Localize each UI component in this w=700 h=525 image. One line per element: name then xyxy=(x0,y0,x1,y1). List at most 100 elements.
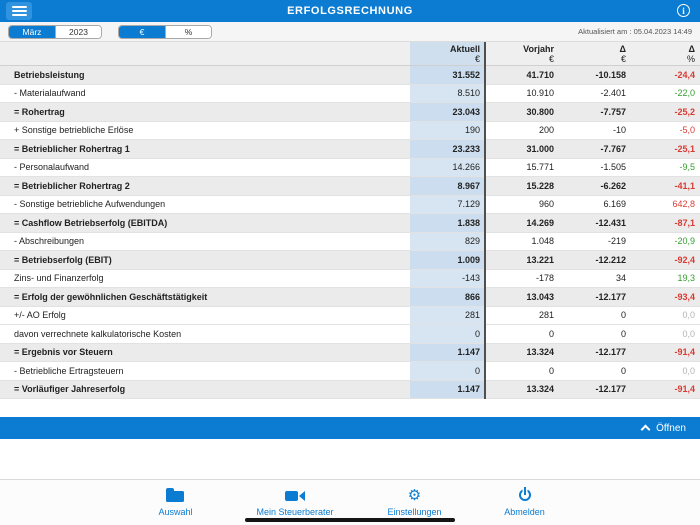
table-row: - Abschreibungen 829 1.048 -219 -20,9 xyxy=(0,232,700,251)
header-aktuell-title: Aktuell xyxy=(449,43,480,54)
tab-auswahl-label: Auswahl xyxy=(158,507,193,517)
year-segment[interactable]: 2023 xyxy=(55,25,101,38)
cell-delta: -7.757 xyxy=(600,106,626,117)
cell-delta: -12.177 xyxy=(595,384,626,395)
cell-vorjahr: 14.269 xyxy=(526,217,554,228)
cell-delta: -6.262 xyxy=(600,180,626,191)
cell-aktuell: 829 xyxy=(410,232,486,250)
table-row: davon verrechnete kalkulatorische Kosten… xyxy=(0,325,700,344)
header-vorjahr-unit: € xyxy=(548,53,554,64)
row-label: Betriebsleistung xyxy=(14,69,85,80)
table-row: = Ergebnis vor Steuern 1.147 13.324 -12.177… xyxy=(0,343,700,362)
header-delta-percent: Δ % xyxy=(632,42,700,65)
cell-delta-pct: -25,2 xyxy=(674,106,695,117)
page-title: ERFOLGSRECHNUNG xyxy=(287,5,413,17)
header-vorjahr: Vorjahr € xyxy=(486,42,560,65)
cell-aktuell: 8.510 xyxy=(410,84,486,102)
oeffnen-expander-bar[interactable]: Öffnen xyxy=(0,417,700,439)
row-label: - Materialaufwand xyxy=(14,88,86,99)
cell-vorjahr: 30.800 xyxy=(526,106,554,117)
row-label: - Personalaufwand xyxy=(14,162,90,173)
euro-segment[interactable]: € xyxy=(119,25,165,38)
row-label: - Sonstige betriebliche Aufwendungen xyxy=(14,199,166,210)
cell-vorjahr: 13.324 xyxy=(526,384,554,395)
tab-einstellungen[interactable]: ⚙ Einstellungen xyxy=(386,487,444,518)
cell-vorjahr: -178 xyxy=(535,273,554,284)
row-label: davon verrechnete kalkulatorische Kosten xyxy=(14,328,182,339)
table-row: - Sonstige betriebliche Aufwendungen 7.12… xyxy=(0,195,700,214)
cell-aktuell: 1.838 xyxy=(410,214,486,232)
bottom-tab-bar: Auswahl Mein Steuerberater ⚙ Einstellung… xyxy=(0,479,700,525)
cell-delta-pct: -87,1 xyxy=(674,217,695,228)
header-delta-euro-unit: € xyxy=(620,53,626,64)
table-row: - Personalaufwand 14.266 15.771 -1.505 -9,5 xyxy=(0,158,700,177)
cell-vorjahr: 0 xyxy=(548,365,554,376)
table-row: - Betriebliche Ertragsteuern 0 0 0 0,0 xyxy=(0,362,700,381)
tab-abmelden-iconbox xyxy=(518,487,532,503)
table-row: = Cashflow Betriebserfolg (EBITDA) 1.838 1… xyxy=(0,214,700,233)
oeffnen-label: Öffnen xyxy=(656,422,686,434)
cell-vorjahr: 281 xyxy=(538,310,554,321)
top-bar: ERFOLGSRECHNUNG i xyxy=(0,0,700,22)
header-delta-percent-unit: % xyxy=(686,53,695,64)
cell-aktuell: 866 xyxy=(410,288,486,306)
cell-delta-pct: -24,4 xyxy=(674,69,695,80)
filter-bar: März 2023 € % Aktualisiert am : 05.04.20… xyxy=(0,22,700,42)
cell-vorjahr: 13.043 xyxy=(526,291,554,302)
cell-delta-pct: 0,0 xyxy=(682,365,695,376)
cell-delta: -10.158 xyxy=(595,69,626,80)
tab-abmelden[interactable]: Abmelden xyxy=(496,487,554,517)
percent-segment[interactable]: % xyxy=(165,25,211,38)
cell-delta-pct: 19,3 xyxy=(677,273,695,284)
table-row: = Vorläufiger Jahreserfolg 1.147 13.324 -12… xyxy=(0,380,700,399)
info-icon[interactable]: i xyxy=(677,4,690,17)
cell-aktuell: 1.009 xyxy=(410,251,486,269)
power-icon xyxy=(518,487,532,502)
cell-delta-pct: -9,5 xyxy=(679,162,695,173)
cell-delta: -12.431 xyxy=(595,217,626,228)
tab-einstellungen-iconbox: ⚙ xyxy=(408,487,421,503)
header-label-column xyxy=(0,42,410,65)
cell-delta: 0 xyxy=(620,365,626,376)
header-delta-euro-title: Δ xyxy=(619,43,626,54)
table-row: = Erfolg der gewöhnlichen Geschäftstätig… xyxy=(0,288,700,307)
hamburger-menu-icon[interactable] xyxy=(6,2,32,20)
row-label: = Erfolg der gewöhnlichen Geschäftstätig… xyxy=(14,291,208,302)
cell-aktuell: 14.266 xyxy=(410,158,486,176)
table-row: = Betriebserfolg (EBIT) 1.009 13.221 -12.21… xyxy=(0,251,700,270)
cell-aktuell: 23.043 xyxy=(410,103,486,121)
cell-delta-pct: -91,4 xyxy=(674,384,695,395)
tab-auswahl-iconbox xyxy=(166,487,185,503)
tab-mein-steuerberater[interactable]: Mein Steuerberater xyxy=(256,487,334,517)
cell-vorjahr: 200 xyxy=(538,125,554,136)
cell-aktuell: 31.552 xyxy=(410,66,486,84)
table-row: Zins- und Finanzerfolg -143 -178 34 19,3 xyxy=(0,269,700,288)
cell-vorjahr: 1.048 xyxy=(531,236,554,247)
table-row: = Betrieblicher Rohertrag 1 23.233 31.000 -… xyxy=(0,140,700,159)
table-row: + Sonstige betriebliche Erlöse 190 200 -10 -… xyxy=(0,121,700,140)
cell-delta-pct: 0,0 xyxy=(682,328,695,339)
row-label: = Betrieblicher Rohertrag 1 xyxy=(14,143,130,154)
month-segment[interactable]: März xyxy=(9,25,55,38)
updated-timestamp: Aktualisiert am : 05.04.2023 14:49 xyxy=(578,27,692,36)
cell-delta: -2.401 xyxy=(600,88,626,99)
row-label: + Sonstige betriebliche Erlöse xyxy=(14,125,134,136)
cell-vorjahr: 41.710 xyxy=(526,69,554,80)
header-aktuell: Aktuell € xyxy=(410,42,486,65)
period-segmented-control: März 2023 xyxy=(8,24,102,39)
cell-aktuell: 7.129 xyxy=(410,195,486,213)
cell-vorjahr: 960 xyxy=(538,199,554,210)
cell-delta-pct: -92,4 xyxy=(674,254,695,265)
cell-aktuell: 23.233 xyxy=(410,140,486,158)
cell-delta-pct: 0,0 xyxy=(682,310,695,321)
gear-icon: ⚙ xyxy=(407,486,422,504)
cell-delta-pct: -20,9 xyxy=(674,236,695,247)
cell-delta-pct: -22,0 xyxy=(674,88,695,99)
cell-delta-pct: -91,4 xyxy=(674,347,695,358)
cell-aktuell: 281 xyxy=(410,306,486,324)
table-row: = Betrieblicher Rohertrag 2 8.967 15.228 -6… xyxy=(0,177,700,196)
tab-auswahl[interactable]: Auswahl xyxy=(146,487,204,517)
home-indicator[interactable] xyxy=(245,518,455,522)
cell-delta: 6.169 xyxy=(603,199,626,210)
cell-vorjahr: 31.000 xyxy=(526,143,554,154)
